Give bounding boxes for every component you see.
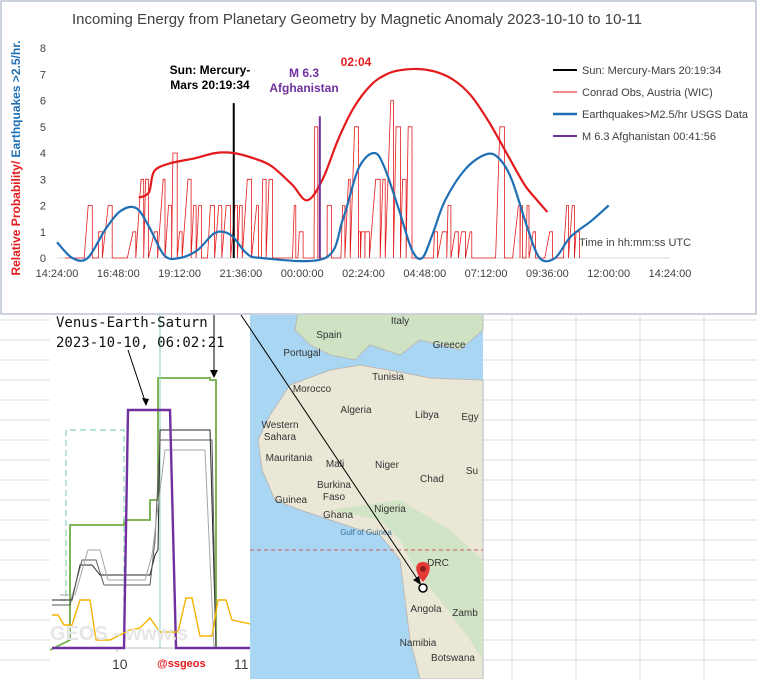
x-tick-label: 00:00:00 [281, 268, 324, 280]
x-tick-label: 12:00:00 [587, 268, 630, 280]
map-label-niger: Niger [375, 460, 400, 471]
legend-label-3: M 6.3 Afghanistan 00:41:56 [582, 131, 716, 143]
map-label-libya: Libya [415, 410, 439, 421]
y-tick-label: 7 [40, 69, 46, 81]
map-label-tunisia: Tunisia [372, 372, 404, 383]
map-label-gulf-of-guinea: Gulf of Guinea [340, 528, 392, 537]
y-tick-label: 2 [40, 201, 46, 213]
map-label-botswana: Botswana [431, 653, 475, 664]
link-arrowhead [210, 370, 218, 378]
x-tick-label: 09:36:00 [526, 268, 569, 280]
map-forest [330, 500, 483, 660]
map-location-ring [418, 583, 428, 593]
map-label-namibia: Namibia [400, 638, 437, 649]
map-label-western-sahara: Western [261, 420, 298, 431]
x-tick-label: 21:36:00 [219, 268, 262, 280]
watermark: GEOS - www.s [50, 623, 188, 645]
y-tick-label: 6 [40, 96, 46, 108]
map-label-greece: Greece [433, 340, 466, 351]
venus-annotation-line: 2023-10-10, 06:02:21 [56, 335, 225, 351]
y-axis-label-part1: Relative Probability/ [9, 160, 23, 275]
venus-arrow-line [127, 349, 147, 405]
x-tick-label: 07:12:00 [465, 268, 508, 280]
lower-series-green [49, 377, 255, 651]
map-arrow-line [240, 315, 421, 584]
map-label-zambia: Zamb [452, 608, 478, 619]
x-tick-label: 14:24:00 [649, 268, 692, 280]
handle-label: @ssgeos [157, 658, 206, 670]
lower-panel: Venus-Earth-Saturn 2023-10-10, 06:02:21 GE… [0, 315, 757, 679]
map-label-morocco: Morocco [293, 384, 332, 395]
map-label-drc: DRC [427, 558, 449, 569]
lower-series-green-light [159, 315, 161, 648]
y-tick-label: 3 [40, 174, 46, 186]
map-pin-dot [420, 566, 426, 572]
venus-annotation-line: Venus-Earth-Saturn [56, 315, 208, 331]
annotation-label-2: 02:04 [341, 55, 372, 69]
x-tick-label: 14:24:00 [36, 268, 79, 280]
lower-series-dark-2 [52, 439, 217, 649]
x-tick-label: 16:48:00 [97, 268, 140, 280]
lower-series-purple [52, 408, 255, 650]
map-label-egypt: Egy [461, 412, 478, 423]
y-tick-label: 8 [40, 43, 46, 55]
map-label-angola: Angola [410, 604, 442, 615]
y-axis-label: Relative Probability/ Earthquakes >2.5/h… [9, 40, 23, 275]
annotation-label-1: M 6.3 [289, 66, 319, 80]
annotation-label-1: Afghanistan [269, 81, 338, 95]
map-label-western-sahara: Sahara [264, 432, 297, 443]
legend-label-1: Conrad Obs, Austria (WIC) [582, 87, 713, 99]
lower-series-yellow [52, 597, 256, 641]
map-label-spain: Spain [316, 330, 342, 341]
series-line-1 [138, 67, 549, 213]
y-tick-label: 5 [40, 122, 46, 134]
annotation-label-0: Mars 20:19:34 [170, 78, 250, 92]
x-axis-note: Time in hh:mm:ss UTC [579, 237, 691, 249]
map-label-chad: Chad [420, 474, 444, 485]
map-label-burkina-faso: Burkina [317, 480, 351, 491]
legend-label-2: Earthquakes>M2.5/hr USGS Data [582, 109, 749, 121]
map-label-mali: Mali [326, 459, 344, 470]
y-tick-label: 1 [40, 227, 46, 239]
map-africa [257, 364, 484, 679]
lower-series-gray [60, 449, 215, 649]
map-label-nigeria: Nigeria [374, 504, 406, 515]
x-tick-label: 02:24:00 [342, 268, 385, 280]
planetary-energy-chart: Incoming Energy from Planetary Geometry … [0, 0, 757, 315]
venus-arrowhead [142, 398, 149, 406]
map-label-algeria: Algeria [340, 405, 372, 416]
chart-border [0, 0, 757, 315]
annotation-label-0: Sun: Mercury- [170, 63, 251, 77]
y-tick-label: 4 [40, 148, 46, 160]
y-axis-label-part2: Earthquakes >2.5/hr. [9, 40, 23, 160]
conrad-obs-spikes [64, 100, 580, 259]
map-label-ghana: Ghana [323, 510, 353, 521]
legend-label-0: Sun: Mercury-Mars 20:19:34 [582, 65, 721, 77]
africa-map: RomaniaItalySpainPortugalGreeceTunisiaMo… [250, 315, 484, 679]
map-label-sudan: Su [466, 466, 478, 477]
lower-x-tick-label: 11 [234, 656, 249, 672]
map-label-portugal: Portugal [283, 348, 320, 359]
y-tick-label: 0 [40, 253, 46, 265]
map-arrowhead [413, 576, 421, 585]
lower-x-tick-label: 10 [112, 656, 128, 672]
series-line-2 [56, 151, 610, 263]
map-label-italy: Italy [391, 316, 409, 327]
map-label-burkina-faso: Faso [323, 492, 346, 503]
map-label-guinea: Guinea [275, 495, 308, 506]
x-tick-label: 19:12:00 [158, 268, 201, 280]
lower-chart-panel [50, 315, 255, 679]
chart-title: Incoming Energy from Planetary Geometry … [72, 11, 642, 28]
map-label-mauritania: Mauritania [266, 453, 313, 464]
x-tick-label: 04:48:00 [403, 268, 446, 280]
map-europe [294, 315, 484, 361]
